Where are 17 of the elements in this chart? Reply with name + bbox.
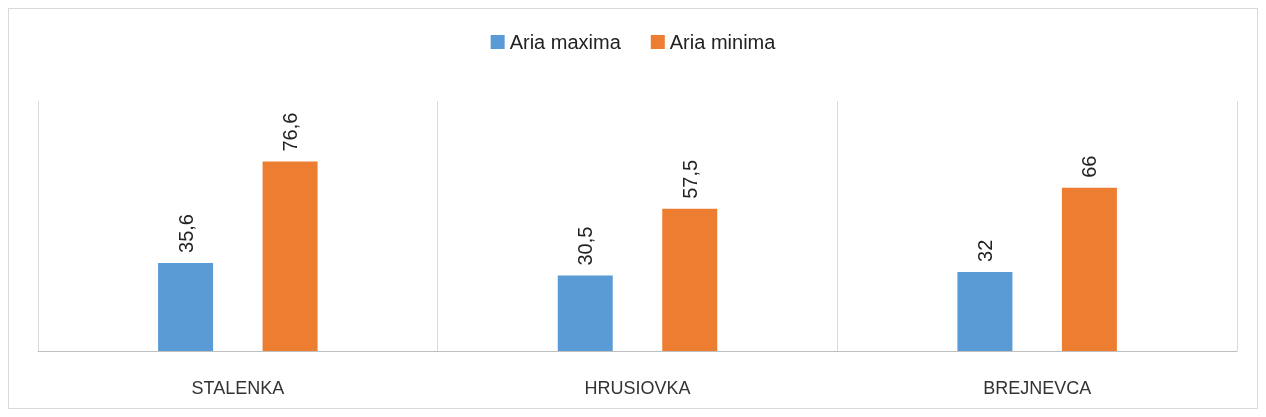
- data-label: 76,6: [279, 112, 302, 152]
- x-tick-label: STALENKA: [191, 378, 285, 398]
- data-label: 66: [1078, 155, 1101, 178]
- bar: [662, 208, 718, 351]
- data-label: 57,5: [678, 159, 701, 199]
- data-label: 32: [973, 239, 996, 262]
- legend-label: Aria maxima: [509, 31, 622, 53]
- bar: [262, 161, 318, 351]
- bar: [957, 271, 1013, 351]
- bar: [557, 275, 613, 351]
- legend-label: Aria minima: [669, 31, 777, 53]
- bar: [158, 262, 214, 351]
- x-tick-label: HRUSIOVKA: [584, 378, 691, 398]
- data-label: 30,5: [574, 226, 597, 266]
- bar: [1061, 187, 1117, 351]
- x-tick-label: BREJNEVCA: [983, 378, 1092, 398]
- data-label: 35,6: [174, 214, 197, 253]
